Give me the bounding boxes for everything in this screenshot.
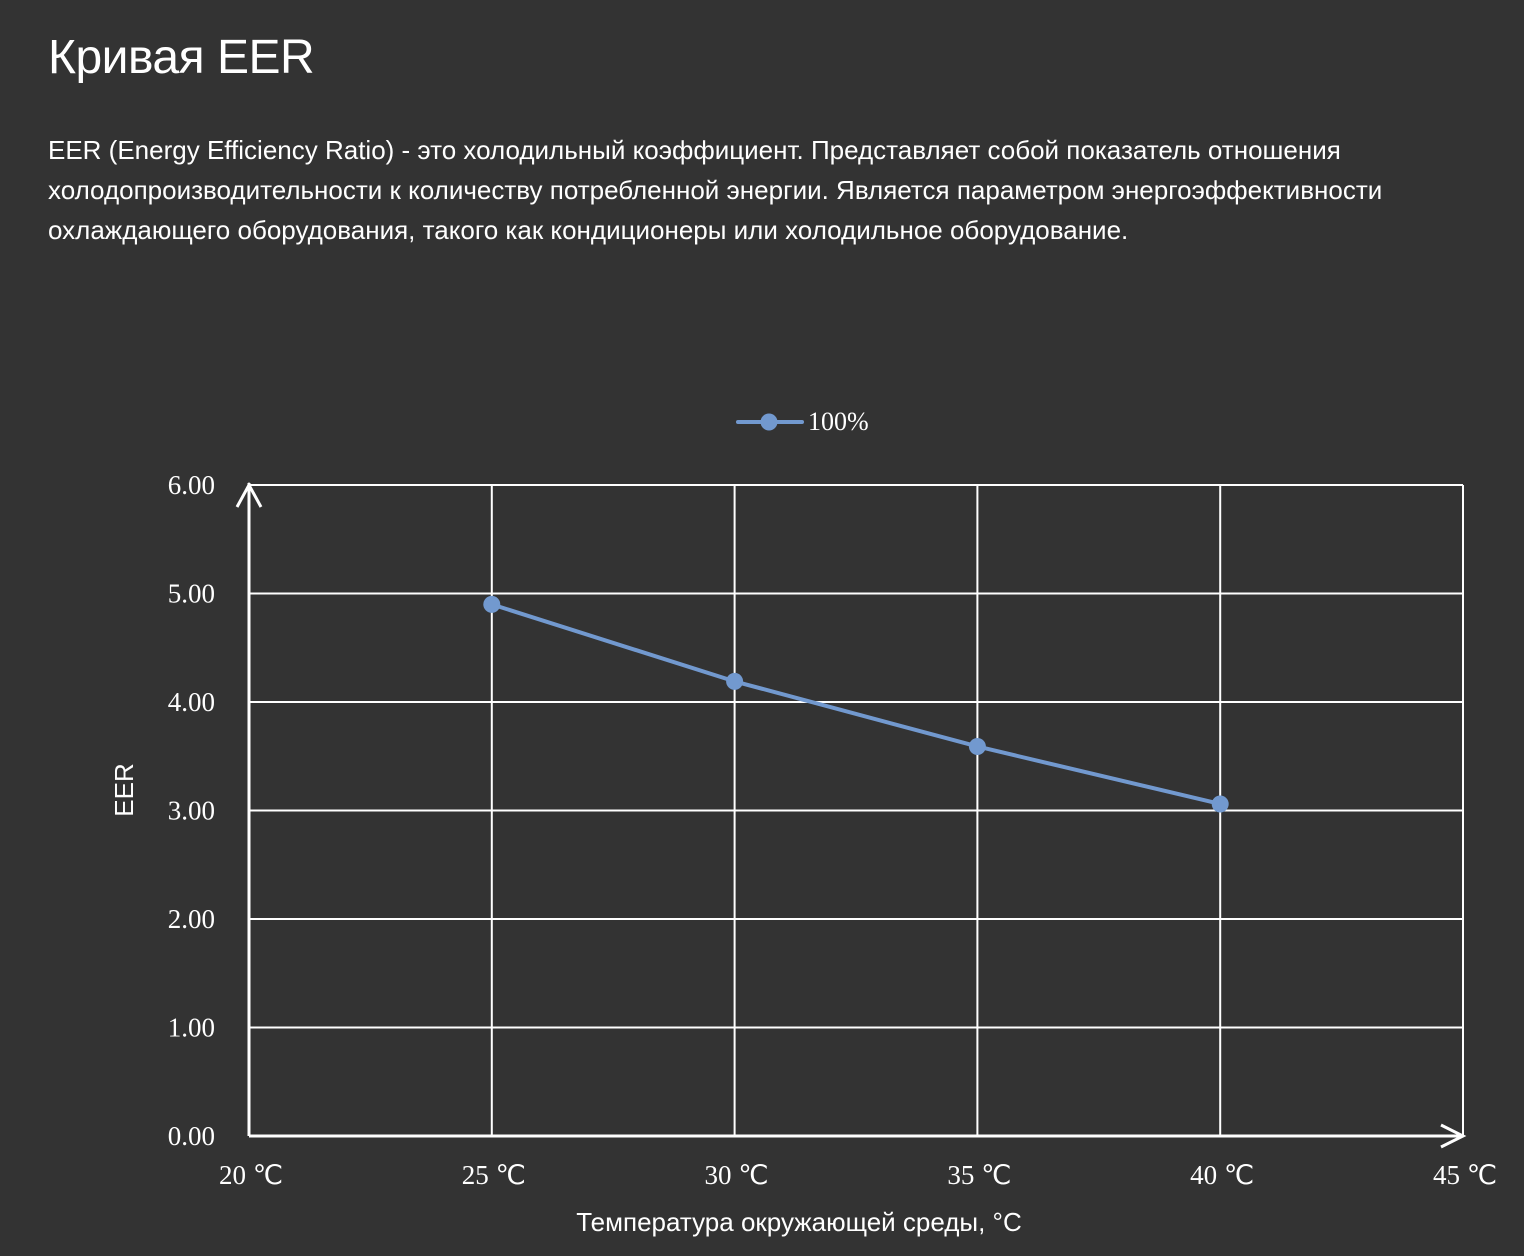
y-tick-label: 2.00 bbox=[168, 904, 215, 934]
x-tick-label: 45 ℃ bbox=[1433, 1160, 1497, 1190]
data-point bbox=[726, 672, 744, 690]
legend: 100% bbox=[736, 407, 869, 436]
y-tick-label: 3.00 bbox=[168, 796, 215, 826]
x-tick-label: 40 ℃ bbox=[1190, 1160, 1254, 1190]
series-line bbox=[489, 602, 1223, 806]
y-axis-label: EER bbox=[109, 763, 139, 816]
x-axis-arrow bbox=[1440, 1123, 1467, 1149]
x-axis-label: Температура окружающей среды, °C bbox=[576, 1207, 1021, 1237]
y-tick-label: 1.00 bbox=[168, 1013, 215, 1043]
x-tick-label: 25 ℃ bbox=[462, 1160, 526, 1190]
x-tick-label: 35 ℃ bbox=[947, 1160, 1011, 1190]
data-point bbox=[1211, 795, 1229, 813]
legend-dot-marker bbox=[760, 413, 778, 431]
y-tick-label: 4.00 bbox=[168, 687, 215, 717]
grid-layer bbox=[249, 484, 1464, 1136]
data-point bbox=[968, 737, 986, 755]
page-description: EER (Energy Efficiency Ratio) - это холо… bbox=[48, 135, 1383, 245]
y-tick-label: 0.00 bbox=[168, 1121, 215, 1151]
tick-label-layer: 0.00 1.00 2.00 3.00 4.00 5.00 6.00 20 ℃ 25 ℃ 30 ℃… bbox=[168, 470, 1497, 1190]
y-tick-label: 5.00 bbox=[168, 579, 215, 609]
x-tick-label: 30 ℃ bbox=[705, 1160, 769, 1190]
y-axis-arrow bbox=[235, 481, 263, 508]
axis-layer bbox=[235, 481, 1467, 1149]
y-tick-label: 6.00 bbox=[168, 470, 215, 500]
data-point bbox=[483, 595, 501, 613]
x-tick-label: 20 ℃ bbox=[219, 1160, 283, 1190]
series-layer bbox=[483, 595, 1229, 813]
page-title: Кривая EER bbox=[48, 31, 315, 84]
legend-label: 100% bbox=[808, 407, 869, 436]
